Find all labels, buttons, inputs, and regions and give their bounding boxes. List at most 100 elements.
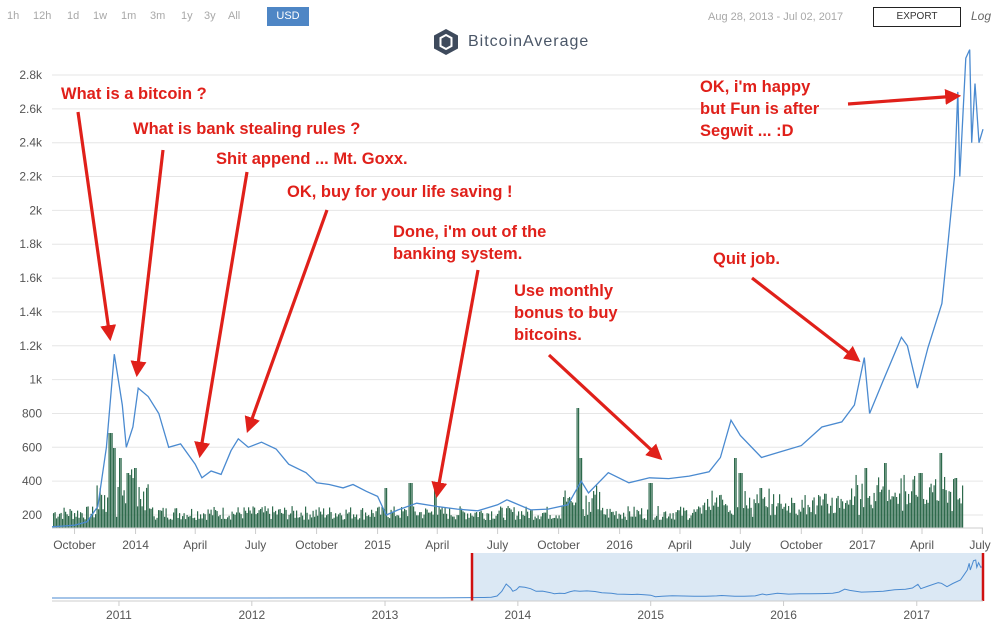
volume-bar — [285, 509, 287, 528]
volume-bar — [666, 518, 668, 528]
range-1h-button[interactable]: 1h — [7, 10, 20, 22]
volume-bar — [809, 507, 811, 528]
volume-bar — [879, 492, 881, 528]
volume-bar — [375, 511, 377, 528]
range-3y-button[interactable]: 3y — [204, 10, 216, 22]
volume-bar — [453, 516, 455, 528]
volume-bar — [57, 516, 59, 528]
volume-bar — [599, 491, 601, 528]
volume-bar — [674, 519, 676, 528]
volume-bar — [365, 512, 367, 528]
range-12h-button[interactable]: 12h — [33, 10, 52, 22]
y-tick-label: 1.4k — [19, 305, 43, 319]
volume-bar — [149, 508, 151, 528]
volume-bar — [206, 519, 208, 528]
volume-bar — [651, 483, 653, 528]
annotation-arrow — [194, 171, 249, 459]
volume-bar — [911, 491, 913, 528]
volume-bar — [393, 506, 395, 528]
volume-bar — [431, 511, 433, 528]
volume-bar — [533, 519, 535, 528]
volume-bar — [282, 513, 284, 528]
range-1d-button[interactable]: 1d — [67, 10, 80, 22]
volume-bar — [960, 503, 962, 528]
log-scale-toggle[interactable]: Log — [971, 9, 992, 23]
volume-bar — [593, 491, 595, 528]
range-all-button[interactable]: All — [228, 10, 241, 22]
volume-bar — [728, 512, 730, 528]
volume-bar — [630, 516, 632, 528]
y-tick-label: 1.2k — [19, 339, 43, 353]
volume-bar — [398, 515, 400, 528]
volume-bar — [177, 517, 179, 528]
export-button[interactable]: EXPORT — [873, 7, 961, 27]
volume-bar — [344, 519, 346, 528]
volume-bar — [795, 513, 797, 528]
volume-bar — [789, 512, 791, 528]
volume-bar — [339, 512, 341, 528]
volume-bar — [902, 510, 904, 528]
volume-bar — [720, 494, 722, 528]
volume-bar — [236, 512, 238, 528]
volume-bar — [839, 507, 841, 528]
volume-bar — [498, 510, 500, 528]
volume-bar — [405, 510, 407, 528]
annotation-arrow — [847, 88, 962, 106]
volume-bar — [254, 507, 256, 528]
volume-bar — [581, 458, 583, 528]
volume-bar — [539, 519, 541, 528]
volume-bar — [617, 518, 619, 528]
volume-bar — [828, 513, 830, 528]
volume-bar — [489, 519, 491, 528]
volume-bar — [683, 507, 685, 528]
volume-bar — [944, 476, 946, 528]
volume-bar — [305, 506, 307, 528]
volume-bar — [512, 512, 514, 528]
volume-bar — [444, 507, 446, 528]
volume-bar — [863, 507, 865, 528]
volume-bar — [770, 515, 772, 528]
x-tick-label: 2016 — [606, 538, 633, 552]
volume-bar — [240, 514, 242, 528]
price-series-line — [51, 49, 984, 528]
volume-bar — [477, 516, 479, 528]
volume-bar — [260, 508, 262, 528]
volume-bar — [552, 517, 554, 528]
volume-bar — [951, 511, 953, 528]
volume-bar — [878, 477, 880, 528]
y-tick-label: 200 — [22, 508, 42, 522]
volume-bar — [804, 495, 806, 528]
volume-bar — [608, 517, 610, 528]
volume-bar — [554, 517, 556, 528]
volume-bar — [660, 519, 662, 528]
volume-bar — [861, 483, 863, 528]
range-1y-button[interactable]: 1y — [181, 10, 193, 22]
volume-bar — [56, 518, 58, 528]
range-1w-button[interactable]: 1w — [93, 10, 108, 22]
volume-bar — [542, 513, 544, 528]
range-3m-button[interactable]: 3m — [150, 10, 166, 22]
volume-bar — [938, 500, 940, 528]
volume-bar — [714, 502, 716, 528]
volume-bar — [284, 507, 286, 528]
volume-bar — [461, 508, 463, 528]
volume-bar — [948, 491, 950, 528]
volume-bar — [233, 513, 235, 528]
range-1m-button[interactable]: 1m — [121, 10, 137, 22]
volume-bar — [918, 473, 920, 528]
volume-bar — [371, 509, 373, 528]
volume-bar — [813, 497, 815, 528]
volume-bar — [723, 505, 725, 528]
volume-bar — [494, 518, 496, 528]
volume-bar — [297, 517, 299, 528]
currency-usd-button[interactable]: USD — [267, 7, 309, 26]
volume-bar — [582, 509, 584, 528]
annotation-arrow — [751, 276, 861, 362]
volume-bar — [99, 488, 101, 528]
annotation-arrow — [547, 353, 663, 461]
volume-bar — [785, 503, 787, 528]
volume-bar — [311, 517, 313, 528]
volume-bar — [141, 506, 143, 528]
volume-bar — [209, 513, 211, 528]
